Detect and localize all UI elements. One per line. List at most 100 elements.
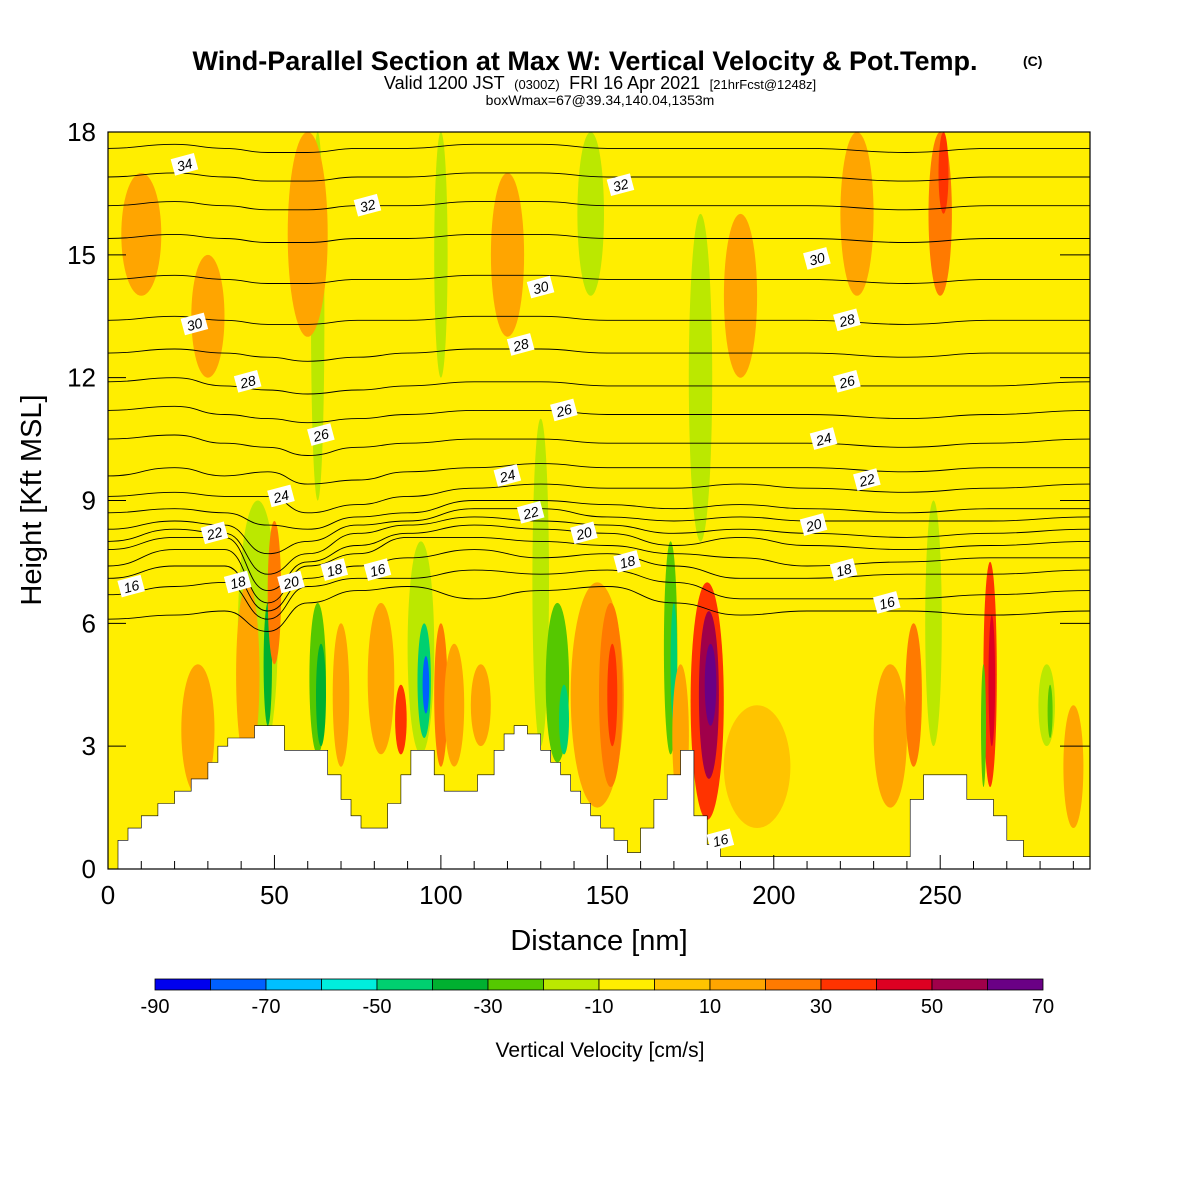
colorbar-bin-12: [820, 978, 877, 991]
velocity-cell-18: [559, 684, 569, 755]
velocity-cell-30: [873, 664, 907, 808]
velocity-cell-3: [236, 582, 260, 767]
velocity-cell-40: [1063, 705, 1084, 828]
contour-label-box: [233, 370, 262, 393]
colorbar-bin-14: [931, 978, 988, 991]
contour-label-13: 24: [809, 427, 838, 450]
colorbar: -90 -70 -50 -30 -10 10 30 50 70: [141, 978, 1054, 1018]
contour-label-12: 24: [493, 464, 522, 487]
contour-24: [108, 483, 1090, 514]
contour-label-box: [277, 570, 305, 594]
contour-29: [108, 348, 1090, 362]
contour-label-5: 30: [180, 312, 209, 336]
valid-time: Valid 1200 JST: [384, 73, 505, 93]
contour-label-text: 24: [813, 429, 833, 449]
contour-label-6: 28: [506, 333, 535, 356]
y-tick-label: 15: [67, 240, 96, 270]
velocity-cell-26: [704, 643, 717, 726]
box-wmax-info: boxWmax=67@39.34,140.04,1353m: [486, 92, 715, 108]
contour-20: [108, 524, 1090, 592]
colorbar-bin-1: [210, 978, 267, 991]
colorbar-tick-label: -50: [363, 996, 392, 1018]
velocity-cell-2: [267, 520, 282, 665]
velocity-cell-29: [723, 705, 791, 828]
valid-line: Valid 1200 JST (0300Z) FRI 16 Apr 2021 […: [384, 73, 816, 93]
colorbar-tick-label: 10: [699, 996, 721, 1018]
contour-26: [108, 434, 1090, 456]
velocity-cell-31: [905, 623, 922, 767]
colorbar-bin-9: [654, 978, 711, 991]
forecast-info: [21hrFcst@1248z]: [710, 77, 816, 92]
colorbar-tick-label: -10: [585, 996, 614, 1018]
contour-label-text: 20: [573, 524, 593, 544]
x-tick-label: 0: [101, 880, 115, 910]
contour-label-box: [526, 275, 555, 299]
colorbar-label: Vertical Velocity [cm/s]: [496, 1039, 705, 1062]
contour-label-text: 26: [310, 425, 330, 445]
y-tick-label: 18: [67, 117, 96, 147]
contour-label-box: [493, 464, 522, 487]
velocity-cell-13: [434, 623, 448, 767]
contour-label-9: 26: [550, 398, 578, 422]
contour-label-box: [829, 558, 858, 581]
contour-label-3: 30: [526, 275, 555, 299]
colorbar-bin-6: [487, 978, 544, 991]
contour-label-text: 28: [237, 372, 257, 392]
contour-label-text: 26: [836, 372, 856, 392]
chart-title: Wind-Parallel Section at Max W: Vertical…: [193, 46, 978, 76]
y-axis-label: Height [Kft MSL]: [16, 394, 48, 605]
y-axis: 0 3 6 9 12 15 18: [67, 117, 1090, 884]
velocity-cell-45: [490, 172, 525, 337]
y-tick-label: 3: [82, 731, 96, 761]
contour-label-box: [353, 193, 382, 217]
colorbar-bin-13: [876, 978, 933, 991]
contour-label-10: 26: [833, 370, 861, 393]
contour-label-text: 30: [185, 315, 204, 335]
contour-label-text: 20: [803, 515, 823, 535]
contour-label-23: 18: [223, 570, 252, 594]
velocity-cell-8: [367, 602, 395, 755]
contour-31: [108, 274, 1090, 284]
contour-label-15: 22: [516, 501, 545, 524]
contour-label-box: [223, 570, 252, 594]
velocity-cell-46: [723, 213, 758, 378]
contour-label-text: 20: [281, 573, 301, 593]
contour-25: [108, 463, 1090, 485]
velocity-cell-47: [840, 132, 874, 296]
contour-label-16: 22: [853, 468, 881, 491]
contour-label-18: 20: [570, 521, 598, 545]
y-tick-label: 6: [82, 608, 96, 638]
contour-label-4: 30: [803, 247, 831, 270]
contour-label-26: 16: [117, 574, 145, 598]
contour-label-box: [200, 521, 229, 545]
contour-label-text: 32: [611, 175, 630, 195]
colorbar-tick-label: -70: [252, 996, 281, 1018]
contour-label-box: [570, 521, 598, 545]
contour-label-box: [320, 558, 349, 581]
velocity-cell-12: [422, 656, 430, 714]
colorbar-bin-11: [765, 978, 822, 991]
contour-label-box: [853, 468, 881, 491]
contour-label-8: 28: [233, 370, 262, 393]
colorbar-bin-8: [598, 978, 655, 991]
contour-label-20: 20: [277, 570, 305, 594]
terrain: [108, 725, 1090, 869]
colorbar-tick-label: 50: [921, 996, 943, 1018]
velocity-cell-34: [938, 132, 949, 214]
contour-label-11: 26: [307, 423, 335, 446]
contour-label-0: 34: [170, 153, 199, 176]
contour-label-box: [307, 423, 335, 446]
contour-label-27: 16: [872, 591, 901, 614]
copyright-mark: (C): [1023, 53, 1042, 69]
x-tick-label: 150: [586, 880, 629, 910]
velocity-cell-6: [332, 623, 350, 767]
contour-label-text: 16: [711, 831, 730, 851]
colorbar-bin-2: [265, 978, 322, 991]
x-axis: 0 50 100 150 200 250: [101, 855, 1074, 910]
contour-label-text: 16: [122, 577, 141, 597]
contour-35: [108, 143, 1090, 153]
x-tick-label: 50: [260, 880, 289, 910]
contour-label-box: [550, 398, 578, 422]
contour-34: [108, 172, 1090, 182]
